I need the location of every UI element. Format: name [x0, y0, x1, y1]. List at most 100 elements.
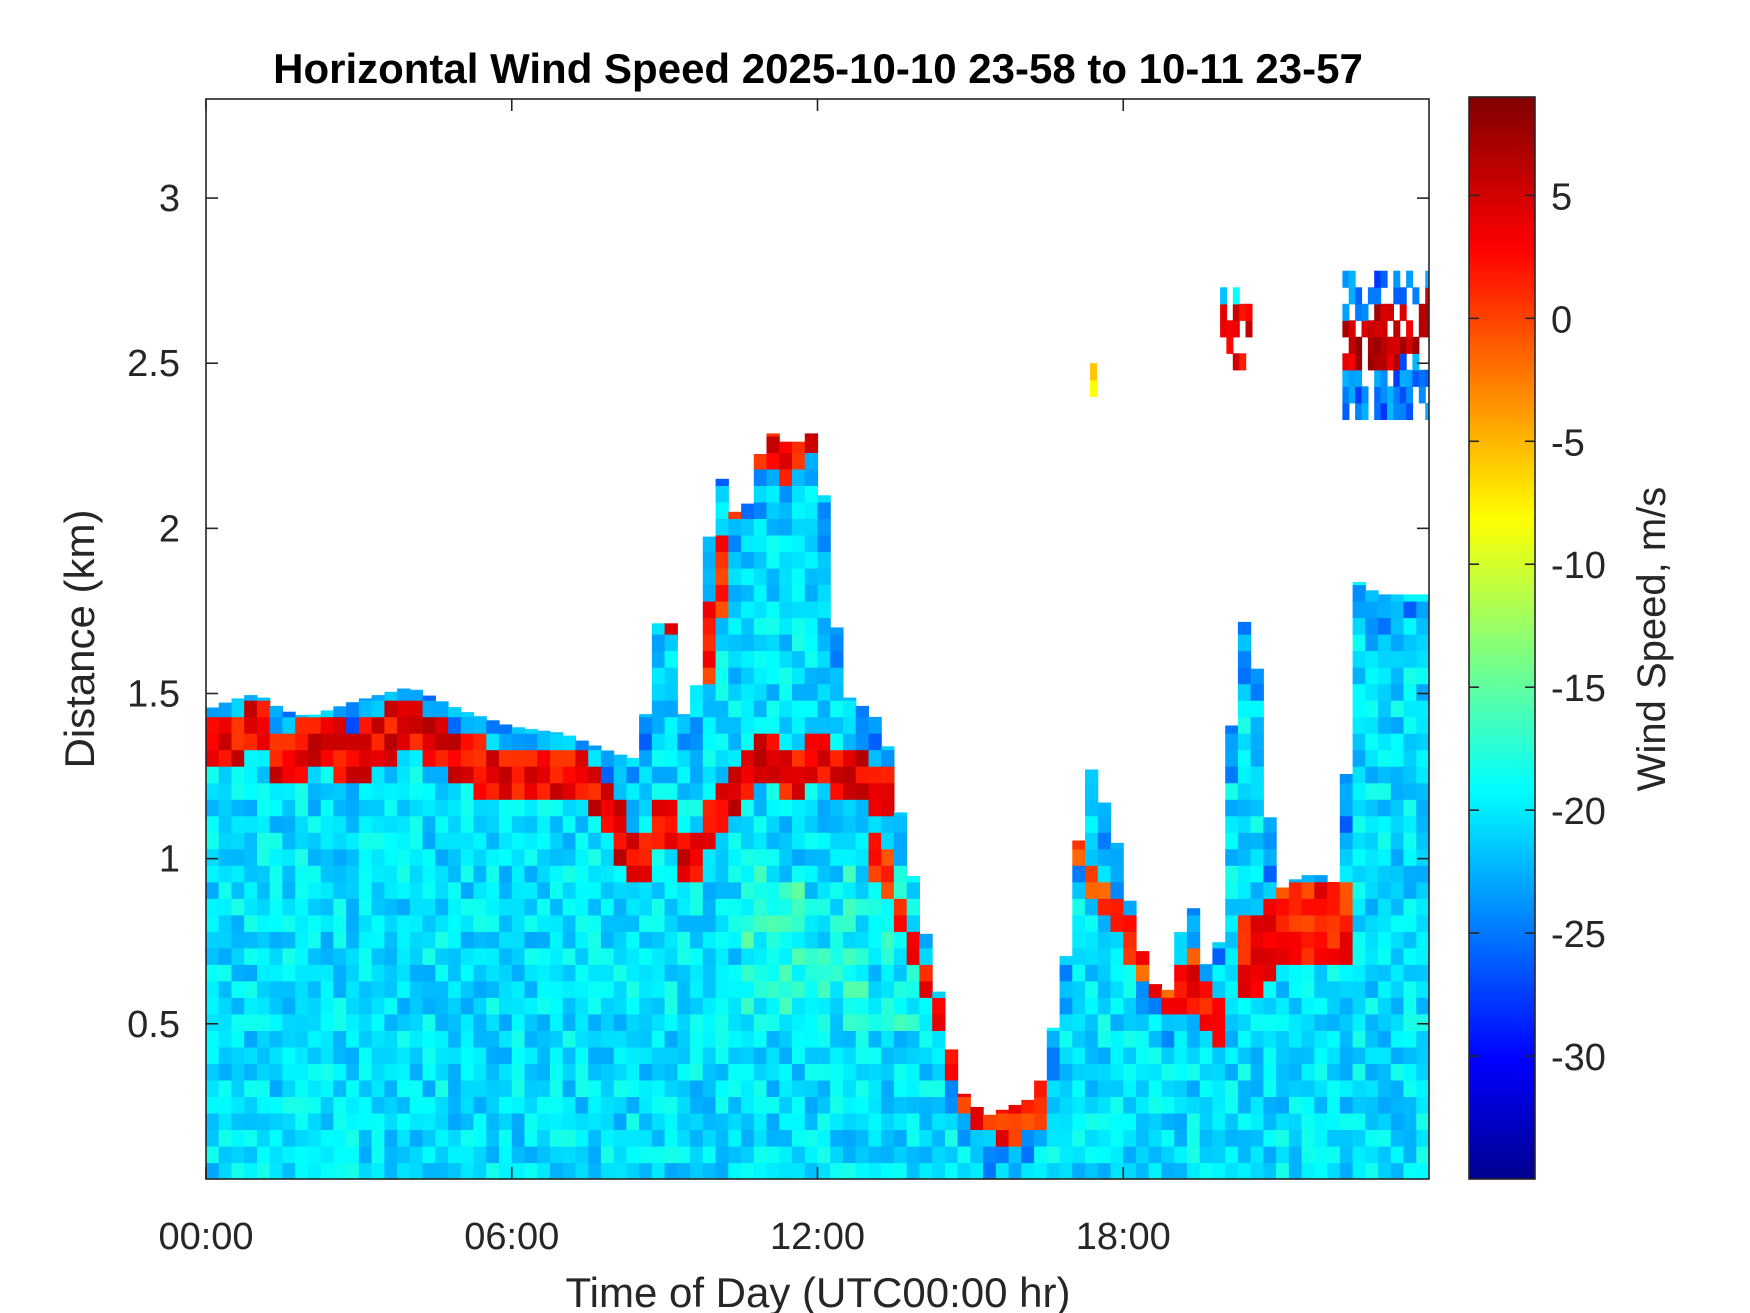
- heatmap-cell: [537, 1046, 551, 1064]
- heatmap-cell: [1148, 1112, 1162, 1130]
- heatmap-cell: [358, 766, 373, 784]
- heatmap-cell: [282, 931, 296, 949]
- heatmap-cell: [868, 1079, 882, 1097]
- heatmap-cell: [626, 1046, 640, 1064]
- heatmap-cell: [244, 1162, 258, 1179]
- heatmap-cell: [1225, 881, 1239, 899]
- heatmap-cell: [1374, 336, 1382, 354]
- heatmap-cell: [435, 1079, 449, 1097]
- heatmap-cell: [550, 1162, 564, 1179]
- heatmap-cell: [269, 1079, 283, 1097]
- heatmap-cell: [346, 799, 360, 817]
- heatmap-cell: [664, 964, 678, 982]
- heatmap-cell: [1352, 1129, 1366, 1147]
- heatmap-cell: [1327, 898, 1341, 916]
- heatmap-cell: [358, 1079, 373, 1097]
- heatmap-cell: [690, 1046, 704, 1064]
- heatmap-cell: [257, 964, 271, 982]
- heatmap-cell: [460, 881, 475, 899]
- heatmap-cell: [524, 1146, 538, 1164]
- heatmap-cell: [358, 799, 373, 817]
- heatmap-cell: [792, 601, 806, 619]
- heatmap-cell: [295, 865, 309, 883]
- heatmap-cell: [486, 1013, 500, 1031]
- heatmap-cell: [282, 997, 296, 1015]
- heatmap-cell: [792, 617, 806, 635]
- heatmap-cell: [1276, 914, 1290, 932]
- heatmap-cell: [1390, 617, 1405, 635]
- heatmap-cell: [1390, 601, 1405, 619]
- heatmap-cell: [1097, 815, 1112, 833]
- heatmap-cell: [1186, 964, 1201, 982]
- heatmap-cell: [766, 832, 780, 850]
- heatmap-cell: [269, 815, 283, 833]
- heatmap-cell: [613, 766, 627, 784]
- heatmap-cell: [1148, 1129, 1162, 1147]
- heatmap-cell: [1365, 1030, 1379, 1048]
- heatmap-cell: [664, 1046, 678, 1064]
- heatmap-cell: [664, 865, 678, 883]
- heatmap-cell: [983, 1162, 997, 1179]
- heatmap-cell: [499, 815, 513, 833]
- heatmap-cell: [1085, 848, 1099, 866]
- heatmap-cell: [460, 1013, 475, 1031]
- heatmap-cell: [779, 551, 793, 569]
- heatmap-cell: [779, 832, 793, 850]
- heatmap-cell: [269, 914, 283, 932]
- heatmap-cell: [855, 1013, 869, 1031]
- heatmap-cell: [1352, 766, 1366, 784]
- heatmap-cell: [218, 716, 232, 734]
- heatmap-cell: [537, 914, 551, 932]
- heatmap-cell: [779, 749, 793, 767]
- heatmap-cell: [257, 766, 271, 784]
- heatmap-cell: [843, 1030, 857, 1048]
- heatmap-cell: [346, 1046, 360, 1064]
- heatmap-cell: [206, 1162, 220, 1179]
- heatmap-cell: [435, 980, 449, 998]
- heatmap-cell: [575, 1096, 589, 1114]
- heatmap-cell: [792, 452, 806, 470]
- heatmap-cell: [1288, 879, 1303, 883]
- heatmap-cell: [218, 1146, 232, 1164]
- heatmap-cell: [499, 1112, 513, 1130]
- heatmap-cell: [664, 700, 678, 718]
- heatmap-cell: [409, 898, 424, 916]
- heatmap-cell: [269, 1129, 283, 1147]
- heatmap-cell: [715, 964, 729, 982]
- heatmap-cell: [804, 799, 819, 817]
- heatmap-cell: [779, 766, 793, 784]
- heatmap-cell: [269, 782, 283, 800]
- heatmap-cell: [588, 832, 602, 850]
- heatmap-cell: [664, 650, 678, 668]
- heatmap-cell: [626, 815, 640, 833]
- heatmap-cell: [1352, 799, 1366, 817]
- heatmap-cell: [868, 947, 882, 965]
- heatmap-cell: [715, 634, 729, 652]
- heatmap-cell: [1276, 1162, 1290, 1179]
- heatmap-cell: [218, 702, 232, 718]
- heatmap-cell: [830, 650, 844, 668]
- heatmap-cell: [1276, 1096, 1290, 1114]
- heatmap-cell: [257, 1013, 271, 1031]
- heatmap-cell: [792, 815, 806, 833]
- heatmap-cell: [1237, 621, 1252, 635]
- heatmap-cell: [741, 881, 755, 899]
- heatmap-cell: [358, 749, 373, 767]
- heatmap-cell: [995, 1112, 1010, 1130]
- heatmap-cell: [448, 898, 462, 916]
- heatmap-cell: [1403, 594, 1417, 602]
- heatmap-cell: [346, 881, 360, 899]
- heatmap-cell: [664, 1030, 678, 1048]
- heatmap-cell: [333, 865, 347, 883]
- heatmap-cell: [575, 1162, 589, 1179]
- heatmap-cell: [766, 1096, 780, 1114]
- heatmap-cell: [1225, 749, 1239, 767]
- heatmap-cell: [1085, 1129, 1099, 1147]
- heatmap-cell: [524, 815, 538, 833]
- heatmap-cell: [1314, 1013, 1328, 1031]
- y-tick-label: 0.5: [127, 1004, 180, 1046]
- heatmap-cell: [346, 832, 360, 850]
- heatmap-cell: [651, 733, 666, 751]
- heatmap-cell: [1393, 336, 1401, 354]
- heatmap-cell: [206, 1146, 220, 1164]
